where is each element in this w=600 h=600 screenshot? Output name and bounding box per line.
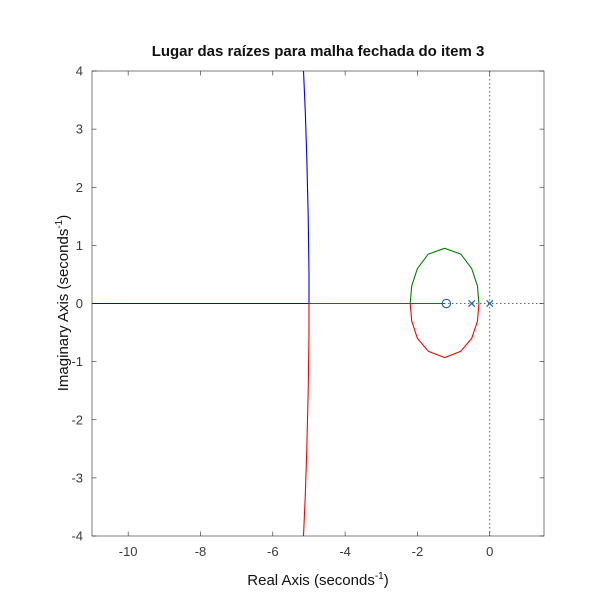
zero-marker-1 [441,298,452,309]
x-tick-label: -6 [267,544,279,559]
y-tick-label: 3 [76,122,83,137]
y-tick-label: 4 [76,64,83,79]
y-tick-label: 2 [76,180,83,195]
x-axis-label-sup: -1 [375,571,384,582]
chart-title: Lugar das raízes para malha fechada do i… [152,43,485,60]
locus-branch-6 [409,247,480,304]
y-tick-label: -2 [71,412,83,427]
y-tick-label: 1 [76,238,83,253]
x-tick-label: -10 [119,544,138,559]
locus-branch-5 [409,303,480,359]
x-tick-label: 0 [486,544,493,559]
y-axis-label-sup: -1 [54,219,65,228]
x-tick-label: -8 [195,544,207,559]
y-tick-label: -4 [71,529,83,544]
x-tick-label: -2 [412,544,424,559]
x-axis-label: Real Axis (seconds-1) [247,571,388,589]
y-tick-label: -3 [71,470,83,485]
pole-marker-2 [486,299,494,308]
y-axis-label: Imaginary Axis (seconds-1) [54,215,72,391]
y-tick-label: 0 [76,296,83,311]
pole-marker-1 [468,299,476,308]
x-tick-label: -4 [339,544,351,559]
locus-branch-2 [302,303,310,536]
y-tick-label: -1 [71,354,83,369]
